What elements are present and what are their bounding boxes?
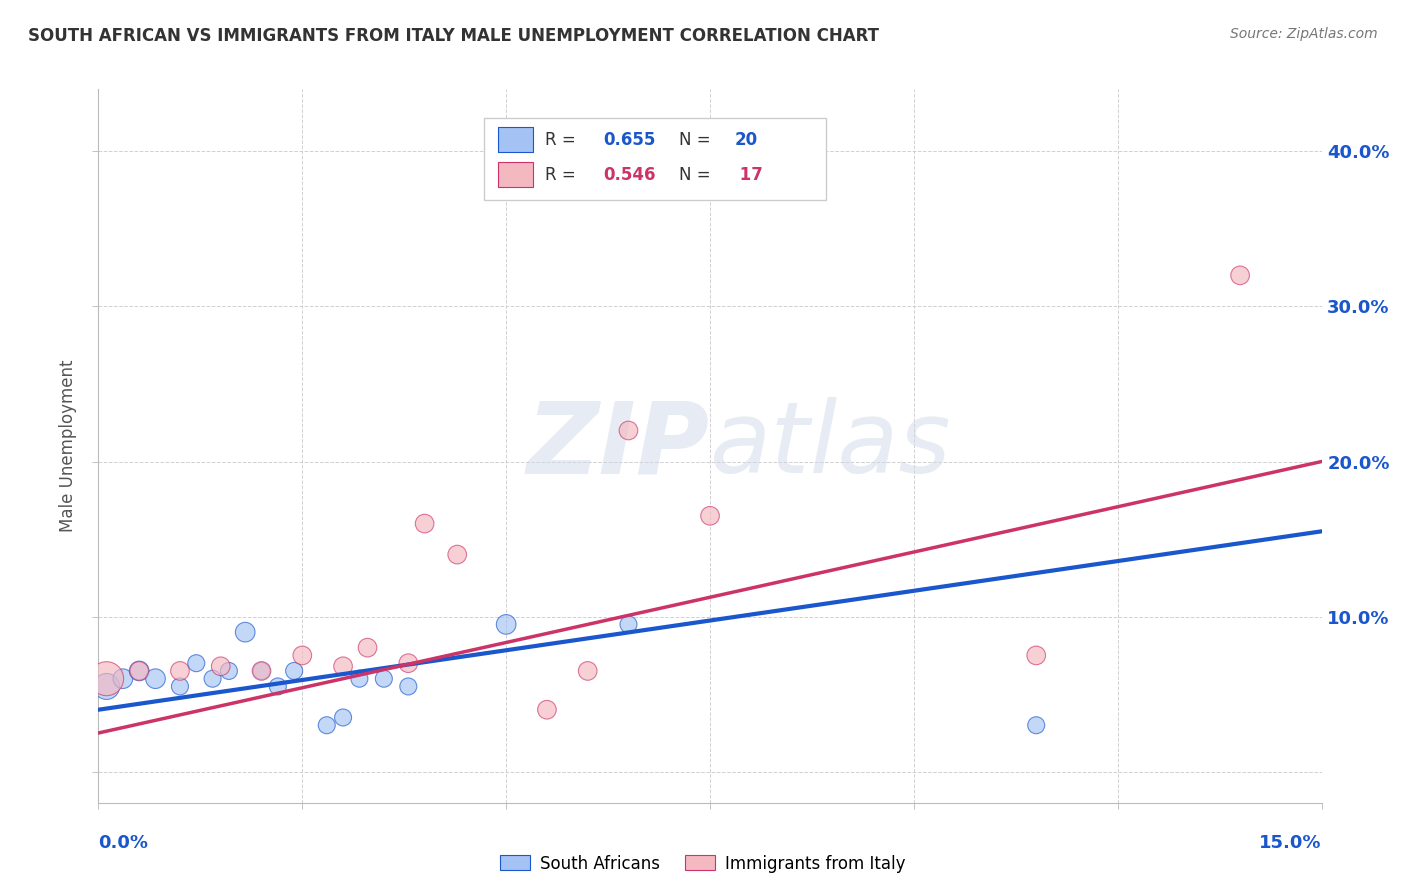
Point [96, 680, 118, 694]
Text: N =: N = [679, 166, 716, 184]
Point [96, 672, 118, 686]
Point [332, 659, 354, 673]
Point [218, 664, 240, 678]
Point [169, 680, 191, 694]
Legend: South Africans, Immigrants from Italy: South Africans, Immigrants from Italy [494, 848, 912, 880]
Point [315, 718, 337, 732]
Point [128, 664, 150, 678]
Point [128, 664, 150, 678]
Point [396, 680, 419, 694]
Point [373, 672, 395, 686]
Point [356, 640, 378, 655]
FancyBboxPatch shape [484, 118, 827, 200]
Point [283, 664, 305, 678]
Point [699, 508, 721, 523]
Point [446, 548, 468, 562]
Point [250, 664, 273, 678]
Point [349, 672, 371, 686]
Text: R =: R = [546, 166, 581, 184]
Point [233, 625, 256, 640]
Text: 20: 20 [734, 131, 758, 149]
Point [1229, 268, 1251, 283]
Point [332, 710, 354, 724]
FancyBboxPatch shape [498, 127, 533, 152]
Text: 17: 17 [734, 166, 763, 184]
Point [495, 617, 517, 632]
Point [291, 648, 314, 663]
Point [617, 617, 640, 632]
Point [1025, 718, 1047, 732]
Point [396, 656, 419, 670]
Point [617, 424, 640, 438]
Point [413, 516, 436, 531]
Point [209, 659, 232, 673]
Text: 15.0%: 15.0% [1260, 834, 1322, 852]
Text: atlas: atlas [710, 398, 952, 494]
Text: R =: R = [546, 131, 581, 149]
Point [111, 672, 134, 686]
Point [250, 664, 273, 678]
Point [201, 672, 224, 686]
FancyBboxPatch shape [498, 162, 533, 187]
Point [169, 664, 191, 678]
Point [145, 672, 167, 686]
Y-axis label: Male Unemployment: Male Unemployment [59, 359, 77, 533]
Text: 0.655: 0.655 [603, 131, 657, 149]
Point [267, 680, 290, 694]
Point [1025, 648, 1047, 663]
Point [536, 703, 558, 717]
Text: 0.546: 0.546 [603, 166, 657, 184]
Text: SOUTH AFRICAN VS IMMIGRANTS FROM ITALY MALE UNEMPLOYMENT CORRELATION CHART: SOUTH AFRICAN VS IMMIGRANTS FROM ITALY M… [28, 27, 879, 45]
Text: ZIP: ZIP [527, 398, 710, 494]
Point [186, 656, 208, 670]
Text: Source: ZipAtlas.com: Source: ZipAtlas.com [1230, 27, 1378, 41]
Point [576, 664, 599, 678]
Text: N =: N = [679, 131, 716, 149]
Text: 0.0%: 0.0% [98, 834, 149, 852]
